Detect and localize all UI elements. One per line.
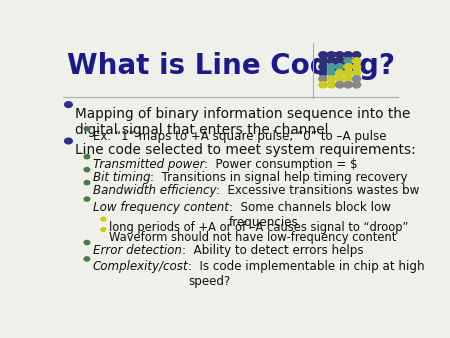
Circle shape: [319, 70, 327, 76]
Text: What is Line Coding?: What is Line Coding?: [67, 52, 395, 80]
Circle shape: [101, 217, 106, 221]
Circle shape: [84, 257, 90, 261]
Text: :  Transitions in signal help timing recovery: : Transitions in signal help timing reco…: [150, 171, 408, 184]
Circle shape: [344, 64, 352, 70]
Text: Low frequency content: Low frequency content: [93, 201, 229, 214]
Circle shape: [336, 82, 344, 88]
Circle shape: [344, 76, 352, 82]
Text: long periods of +A or of –A causes signal to “droop”: long periods of +A or of –A causes signa…: [108, 221, 408, 234]
Circle shape: [352, 52, 361, 58]
Text: :  Power consumption = $: : Power consumption = $: [204, 158, 358, 171]
Text: Line code selected to meet system requirements:: Line code selected to meet system requir…: [76, 143, 416, 158]
Circle shape: [84, 240, 90, 245]
Circle shape: [344, 52, 352, 58]
Circle shape: [65, 102, 72, 107]
Circle shape: [352, 64, 361, 70]
Circle shape: [327, 70, 336, 76]
Circle shape: [84, 180, 90, 185]
Circle shape: [336, 58, 344, 64]
Circle shape: [352, 70, 361, 76]
Circle shape: [336, 52, 344, 58]
Text: Error detection: Error detection: [93, 244, 182, 257]
Circle shape: [319, 76, 327, 82]
Circle shape: [84, 197, 90, 201]
Circle shape: [319, 64, 327, 70]
Circle shape: [336, 70, 344, 76]
Text: Bit timing: Bit timing: [93, 171, 150, 184]
Circle shape: [319, 52, 327, 58]
Circle shape: [344, 70, 352, 76]
Circle shape: [344, 58, 352, 64]
Circle shape: [327, 76, 336, 82]
Text: :  Excessive transitions wastes bw: : Excessive transitions wastes bw: [216, 184, 420, 197]
Text: Complexity/cost: Complexity/cost: [93, 261, 189, 273]
Circle shape: [84, 168, 90, 172]
Text: Bandwidth efficiency: Bandwidth efficiency: [93, 184, 216, 197]
Circle shape: [84, 154, 90, 159]
Circle shape: [327, 82, 336, 88]
Circle shape: [352, 58, 361, 64]
Circle shape: [101, 228, 106, 231]
Circle shape: [336, 76, 344, 82]
Circle shape: [65, 138, 72, 144]
Text: Ex. “1” maps to +A square pulse; “0” to –A pulse: Ex. “1” maps to +A square pulse; “0” to …: [93, 130, 387, 143]
Circle shape: [327, 64, 336, 70]
Text: Mapping of binary information sequence into the
digital signal that enters the c: Mapping of binary information sequence i…: [76, 107, 411, 137]
Circle shape: [327, 58, 336, 64]
Text: :  Ability to detect errors helps: : Ability to detect errors helps: [182, 244, 363, 257]
Circle shape: [319, 82, 327, 88]
Circle shape: [352, 76, 361, 82]
Circle shape: [319, 58, 327, 64]
Circle shape: [352, 82, 361, 88]
Text: :  Is code implementable in chip at high
speed?: : Is code implementable in chip at high …: [189, 261, 425, 288]
Circle shape: [327, 52, 336, 58]
Text: Waveform should not have low-frequency content: Waveform should not have low-frequency c…: [108, 231, 396, 244]
Text: :  Some channels block low
frequencies: : Some channels block low frequencies: [229, 201, 391, 228]
Circle shape: [344, 82, 352, 88]
Text: Transmitted power: Transmitted power: [93, 158, 204, 171]
Circle shape: [84, 127, 90, 131]
Circle shape: [336, 64, 344, 70]
